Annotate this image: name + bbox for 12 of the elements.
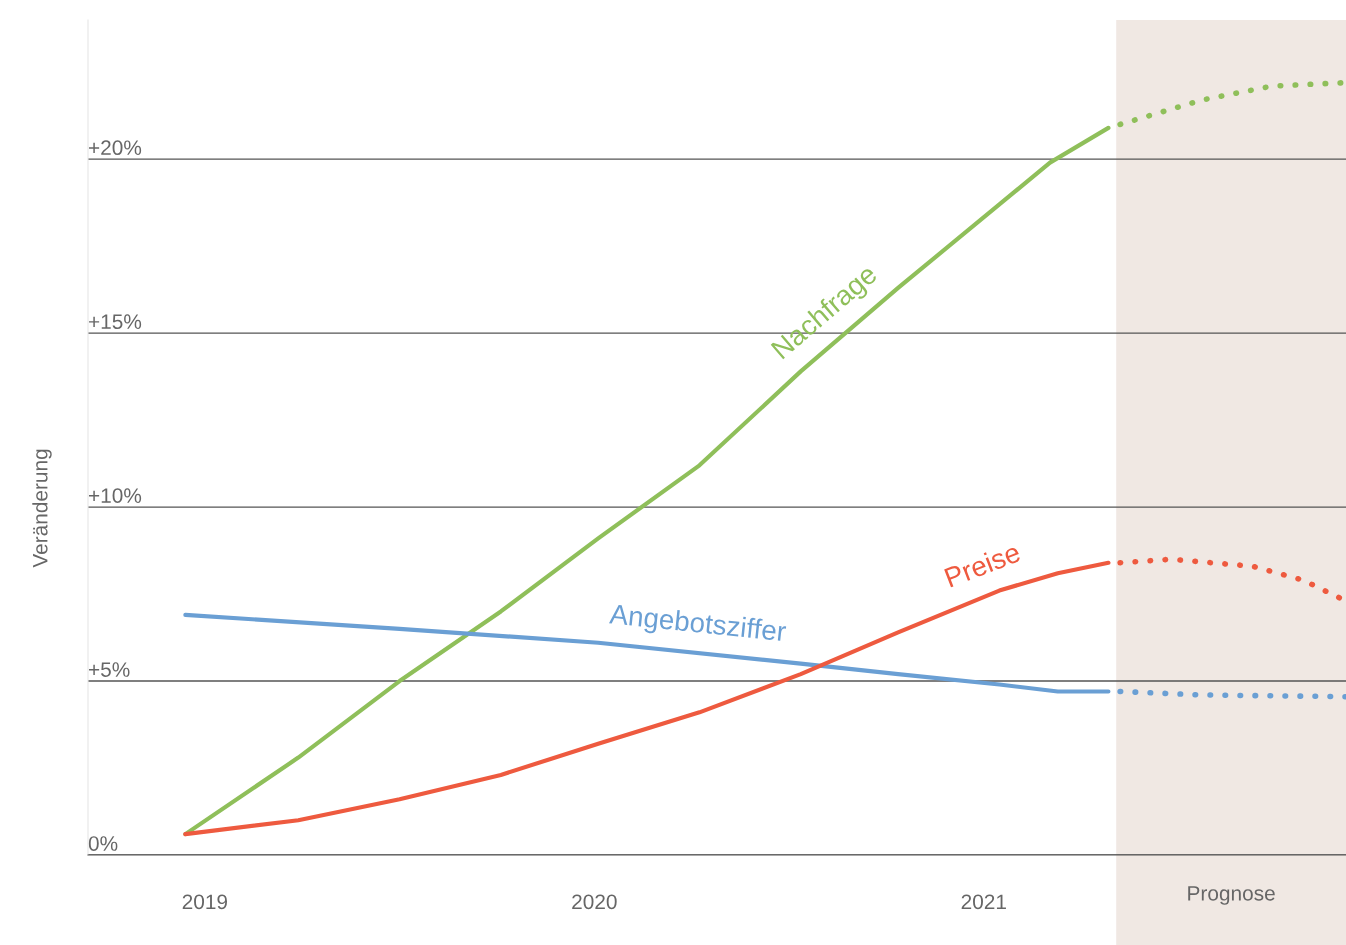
- band-label: Prognose: [1188, 886, 1275, 905]
- y-tick-label: +10%: [89, 488, 142, 503]
- y-tick-label: +20%: [89, 140, 142, 156]
- y-tick-label: +15%: [89, 314, 142, 330]
- x-tick-label: 2020: [572, 894, 617, 910]
- y-axis-title: Veränderung: [32, 449, 52, 568]
- text: Preise: [943, 541, 1022, 588]
- x-tick-label: 2021: [961, 894, 1006, 910]
- text: Angebotsziffer: [608, 603, 787, 648]
- y-tick-label: +5%: [89, 662, 130, 677]
- y-tick-label: 0%: [88, 836, 118, 851]
- x-tick-label: 2019: [182, 894, 228, 910]
